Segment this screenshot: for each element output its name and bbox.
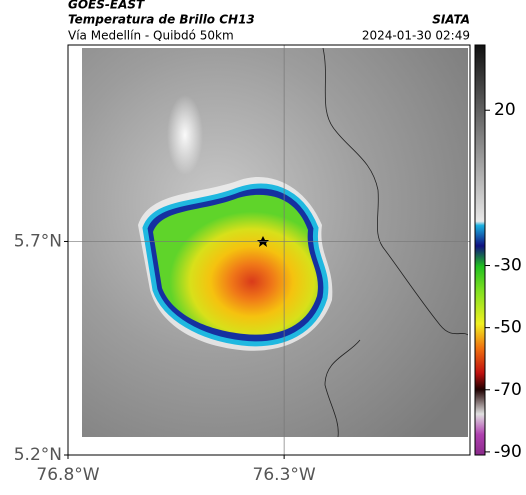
boundary	[324, 339, 361, 437]
location: Vía Medellín - Quibdó 50km	[68, 29, 234, 43]
colorbar-tick-label: -90	[494, 442, 522, 462]
source: SIATA	[432, 13, 470, 27]
map-frame	[67, 44, 471, 456]
x-tick-label: 76.8°W	[36, 465, 99, 485]
colorbar-tick-label: -30	[494, 256, 522, 276]
colorbar-tick-label: 20	[494, 100, 516, 120]
boundary	[322, 48, 468, 336]
colorbar-tick-label: -50	[494, 318, 522, 338]
y-tick-label: 5.2°N	[14, 445, 62, 465]
satellite-image	[82, 48, 468, 437]
y-tick-label: 5.7°N	[14, 231, 62, 251]
subtitle: Temperatura de Brillo CH13	[68, 13, 255, 27]
timestamp: 2024-01-30 02:49	[362, 29, 470, 43]
colorbar	[474, 44, 486, 456]
colorbar-tick-label: -70	[494, 380, 522, 400]
title: GOES-EAST	[68, 0, 145, 12]
cloud-streak	[167, 95, 203, 175]
x-tick-label: 76.3°W	[253, 465, 316, 485]
cloud-core	[153, 194, 318, 335]
